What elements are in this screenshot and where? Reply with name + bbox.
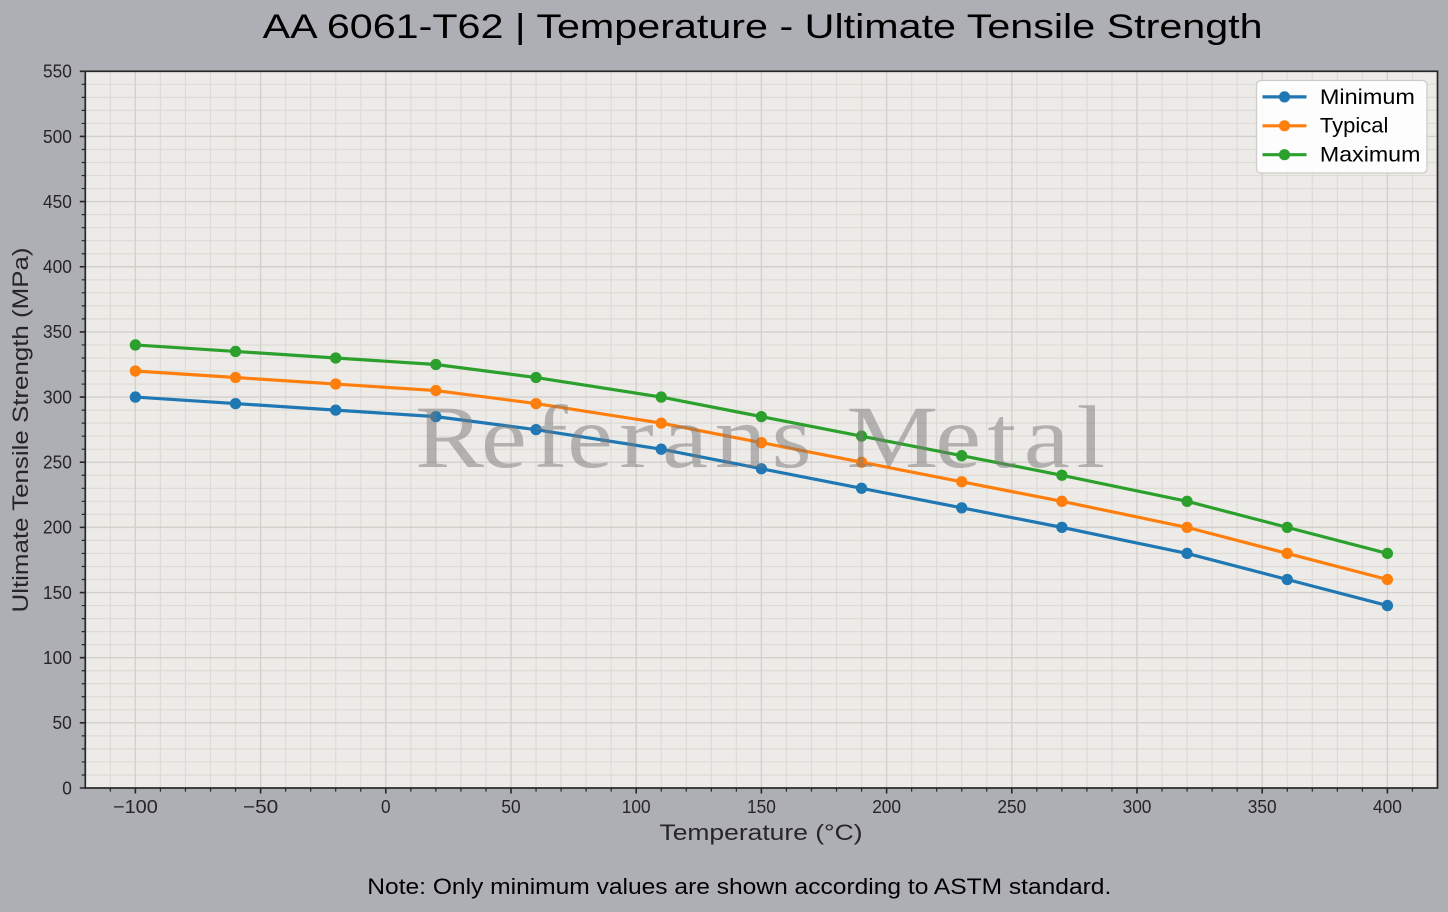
svg-text:−50: −50 <box>243 796 278 817</box>
svg-text:250: 250 <box>43 452 72 473</box>
svg-text:100: 100 <box>43 647 72 668</box>
svg-text:Temperature (°C): Temperature (°C) <box>660 820 863 845</box>
svg-text:0: 0 <box>62 777 72 798</box>
svg-text:500: 500 <box>43 126 72 147</box>
svg-text:350: 350 <box>1248 796 1277 817</box>
svg-text:AA 6061-T62 | Temperature - Ul: AA 6061-T62 | Temperature - Ultimate Ten… <box>263 8 1263 46</box>
svg-text:100: 100 <box>622 796 651 817</box>
svg-text:200: 200 <box>872 796 901 817</box>
svg-text:150: 150 <box>747 796 776 817</box>
svg-text:Maximum: Maximum <box>1320 143 1421 167</box>
svg-text:Ultimate Tensile Strength (MPa: Ultimate Tensile Strength (MPa) <box>8 247 33 612</box>
svg-text:550: 550 <box>43 61 72 82</box>
svg-text:300: 300 <box>43 386 72 407</box>
svg-text:Referans Metal: Referans Metal <box>415 388 1105 487</box>
svg-text:450: 450 <box>43 191 72 212</box>
svg-text:50: 50 <box>53 712 72 733</box>
svg-text:Note: Only minimum values are: Note: Only minimum values are shown acco… <box>367 874 1111 899</box>
svg-text:Minimum: Minimum <box>1320 85 1415 109</box>
svg-text:−100: −100 <box>113 796 158 817</box>
svg-text:250: 250 <box>997 796 1026 817</box>
svg-text:400: 400 <box>1373 796 1402 817</box>
svg-text:0: 0 <box>381 796 391 817</box>
svg-text:350: 350 <box>43 321 72 342</box>
svg-text:300: 300 <box>1123 796 1152 817</box>
svg-text:150: 150 <box>43 582 72 603</box>
svg-text:Typical: Typical <box>1320 114 1389 138</box>
svg-text:200: 200 <box>43 517 72 538</box>
svg-text:50: 50 <box>501 796 520 817</box>
svg-text:400: 400 <box>43 256 72 277</box>
